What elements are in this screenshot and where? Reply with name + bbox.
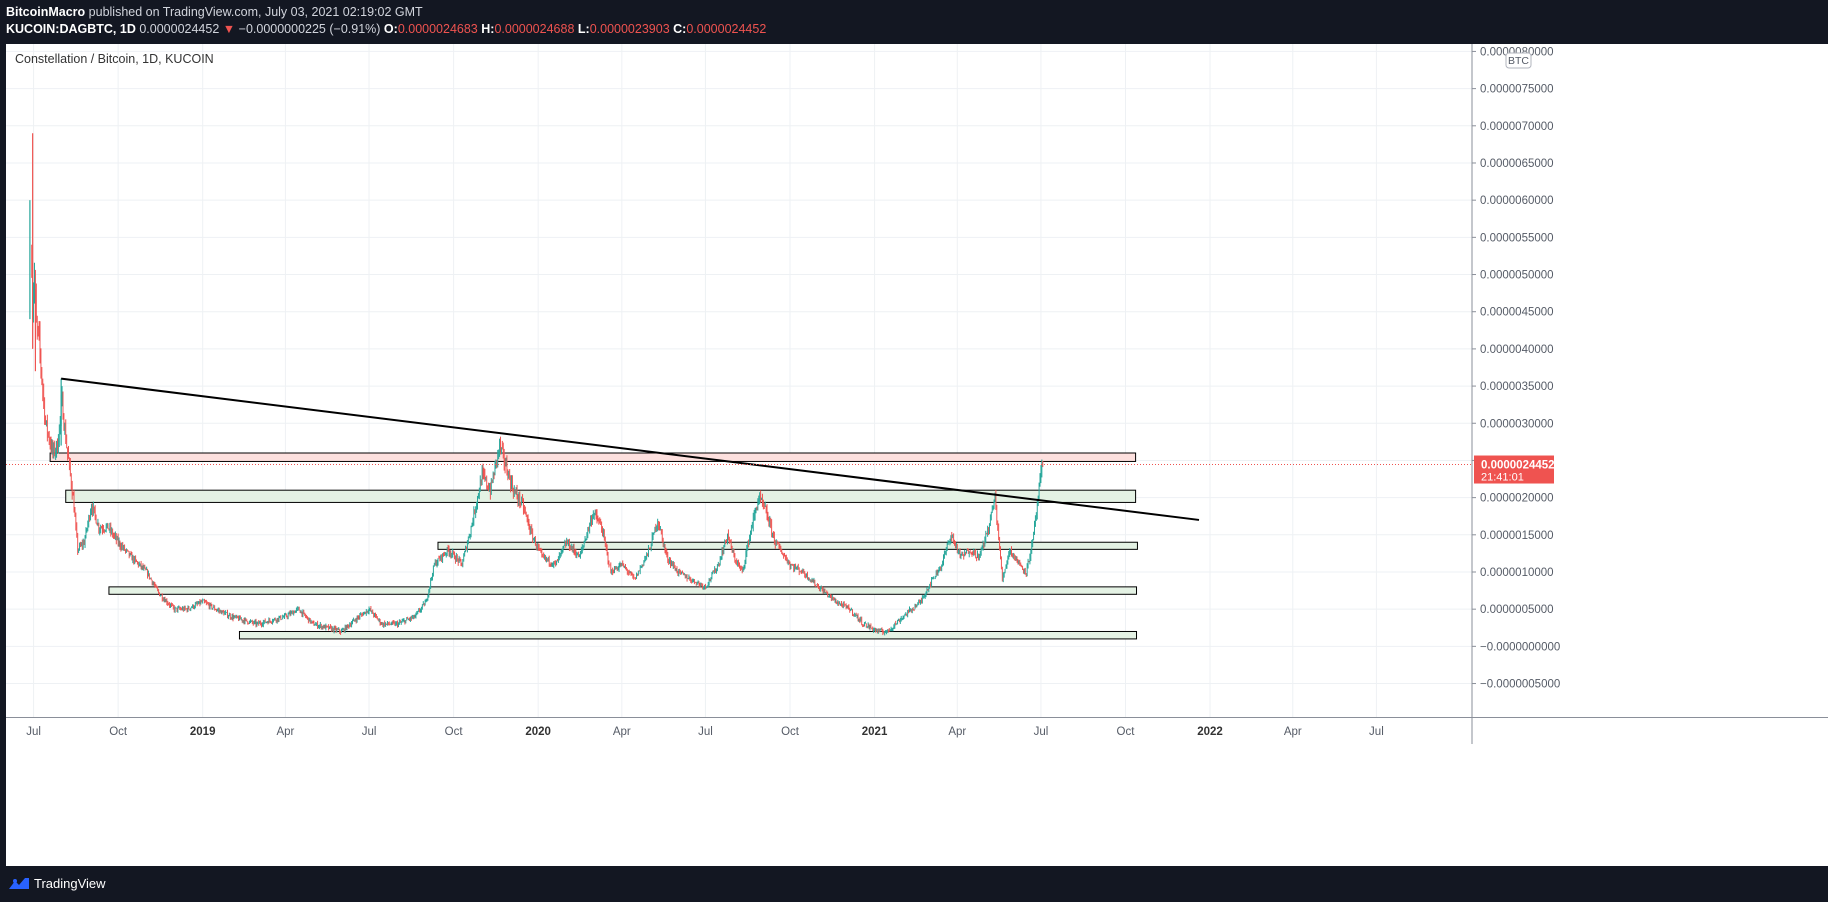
- x-tick-label[interactable]: Oct: [109, 726, 128, 738]
- x-tick-label[interactable]: 2022: [1197, 726, 1223, 738]
- tradingview-logo-icon: [9, 878, 29, 889]
- price-chart[interactable]: 0.0000080000 0.0000075000 0.0000070000 0.00…: [6, 44, 1828, 866]
- x-tick-label[interactable]: Oct: [781, 726, 800, 738]
- zones[interactable]: [49, 452, 1138, 640]
- trendline-group[interactable]: [61, 377, 1200, 521]
- y-tick-label[interactable]: 0.0000010000: [1480, 567, 1554, 579]
- x-tick-label[interactable]: Apr: [276, 726, 294, 738]
- y-tick-label[interactable]: 0.0000055000: [1480, 232, 1554, 244]
- y-tick-label[interactable]: 0.0000070000: [1480, 121, 1554, 133]
- x-tick-label[interactable]: 2019: [190, 726, 216, 738]
- y-tick-label[interactable]: 0.0000080000: [1480, 46, 1554, 58]
- x-tick-label[interactable]: 2020: [525, 726, 551, 738]
- grid-lines: [6, 44, 1472, 717]
- currency-badge[interactable]: BTC: [1508, 55, 1529, 67]
- chart-title: Constellation / Bitcoin, 1D, KUCOIN: [15, 52, 214, 66]
- published-text: published on TradingView.com, July 03, 2…: [88, 5, 423, 19]
- low-value: 0.0000023903: [589, 22, 670, 36]
- y-tick-label[interactable]: −0.0000005000: [1480, 679, 1560, 691]
- y-tick-label[interactable]: 0.0000075000: [1480, 84, 1554, 96]
- y-tick-label[interactable]: 0.0000065000: [1480, 158, 1554, 170]
- x-tick-label[interactable]: 2021: [862, 726, 888, 738]
- zone-green-1[interactable]: [65, 489, 1137, 503]
- last-price-badge-box: [1474, 455, 1554, 484]
- open-value: 0.0000024683: [397, 22, 478, 36]
- x-tick-label[interactable]: Oct: [1117, 726, 1136, 738]
- x-tick-label[interactable]: Jul: [26, 726, 41, 738]
- y-tick-label[interactable]: 0.0000015000: [1480, 530, 1554, 542]
- trendline[interactable]: [61, 377, 1200, 521]
- y-tick-label[interactable]: 0.0000020000: [1480, 493, 1554, 505]
- symbol-label[interactable]: KUCOIN:DAGBTC, 1D: [6, 22, 136, 36]
- x-tick-label[interactable]: Apr: [948, 726, 966, 738]
- ohlc-legend: KUCOIN:DAGBTC, 1D 0.0000024452 ▼ −0.0000…: [6, 22, 766, 36]
- y-tick-label[interactable]: 0.0000060000: [1480, 195, 1554, 207]
- y-tick-label[interactable]: 0.0000045000: [1480, 307, 1554, 319]
- footer-bar: TradingView: [0, 866, 1828, 902]
- chart-panel[interactable]: 0.0000080000 0.0000075000 0.0000070000 0.00…: [6, 44, 1828, 866]
- chart-header: BitcoinMacro published on TradingView.co…: [0, 0, 1828, 44]
- currency-badge-box: [1505, 52, 1532, 69]
- price-series: [31, 244, 1044, 636]
- y-tick-label[interactable]: 0.0000040000: [1480, 344, 1554, 356]
- high-label: H:: [481, 22, 495, 36]
- axes: [6, 44, 1828, 744]
- x-tick-label[interactable]: Jul: [698, 726, 713, 738]
- zone-green-3[interactable]: [108, 586, 1138, 595]
- resistance-zone-red[interactable]: [49, 452, 1137, 462]
- x-axis-ticks[interactable]: Jul Oct 2019 Apr Jul Oct 2020 Apr Jul Oct 2021 Apr J…: [26, 726, 1384, 738]
- open-label: O:: [383, 22, 398, 36]
- publish-info: BitcoinMacro published on TradingView.co…: [6, 5, 423, 19]
- brand-label[interactable]: TradingView: [34, 876, 106, 891]
- x-tick-label[interactable]: Apr: [1284, 726, 1302, 738]
- author-name[interactable]: BitcoinMacro: [6, 5, 86, 19]
- x-tick-label[interactable]: Jul: [1369, 726, 1384, 738]
- y-tick-label[interactable]: 0.0000005000: [1480, 604, 1554, 616]
- low-label: L:: [577, 22, 590, 36]
- y-tick-label[interactable]: 0.0000030000: [1480, 418, 1554, 430]
- y-tick-label[interactable]: 0.0000035000: [1480, 381, 1554, 393]
- y-tick-label[interactable]: 0.0000050000: [1480, 270, 1554, 282]
- x-tick-label[interactable]: Jul: [362, 726, 377, 738]
- x-tick-label[interactable]: Apr: [613, 726, 631, 738]
- y-axis-ticks[interactable]: 0.0000080000 0.0000075000 0.0000070000 0.00…: [1472, 46, 1560, 691]
- high-value: 0.0000024688: [494, 22, 575, 36]
- last-price-value: 0.0000024452: [139, 22, 220, 36]
- zone-green-2[interactable]: [437, 541, 1138, 550]
- x-tick-label[interactable]: Jul: [1034, 726, 1049, 738]
- close-label: C:: [673, 22, 687, 36]
- change-value: −0.0000000225 (−0.91%): [238, 22, 381, 36]
- close-value: 0.0000024452: [686, 22, 767, 36]
- down-arrow-icon: ▼: [222, 22, 236, 36]
- y-tick-label[interactable]: −0.0000000000: [1480, 641, 1560, 653]
- x-tick-label[interactable]: Oct: [445, 726, 464, 738]
- last-price-badge: 0.0000024452: [1481, 460, 1555, 472]
- zone-green-4[interactable]: [238, 630, 1138, 640]
- countdown-label: 21:41:01: [1481, 472, 1524, 484]
